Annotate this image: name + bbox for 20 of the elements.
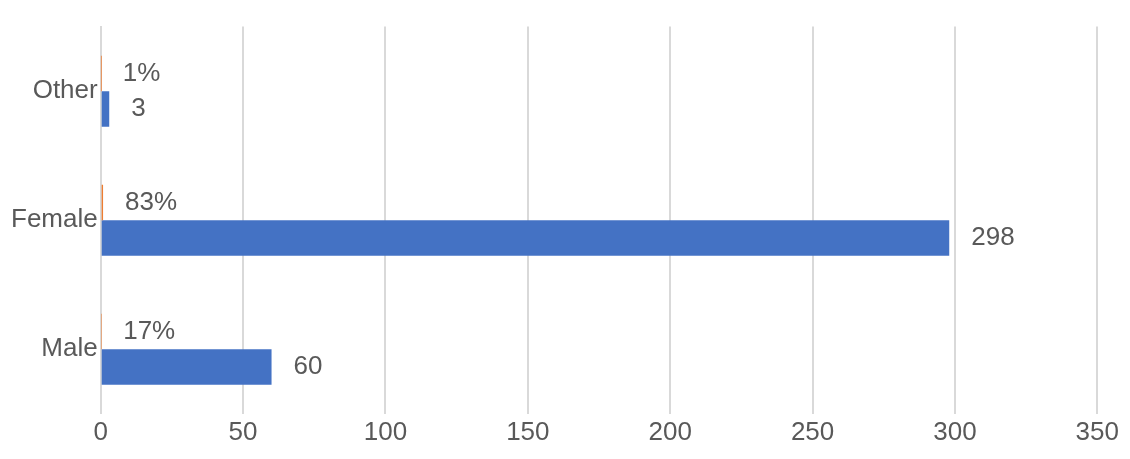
x-tick-label: 350: [1075, 415, 1120, 446]
data-label: 298: [971, 221, 1015, 252]
x-tick-label: 100: [363, 415, 408, 446]
bar: [101, 91, 110, 127]
data-label: 17%: [123, 314, 176, 345]
bar: [101, 220, 950, 256]
y-tick-label: Female: [10, 203, 98, 234]
x-tick-label: 150: [506, 415, 550, 446]
y-tick-label: Male: [41, 332, 98, 363]
x-tick-label: 300: [933, 415, 977, 446]
bar: [101, 349, 272, 385]
x-tick-label: 250: [790, 415, 835, 446]
data-label: 60: [293, 350, 323, 381]
x-tick-label: 50: [228, 415, 258, 446]
x-tick-label: 0: [93, 415, 108, 446]
data-label: 1%: [122, 56, 161, 87]
data-label: 83%: [125, 185, 178, 216]
data-label: 3: [131, 92, 146, 123]
y-tick-label: Other: [32, 74, 99, 105]
x-tick-label: 200: [648, 415, 692, 446]
